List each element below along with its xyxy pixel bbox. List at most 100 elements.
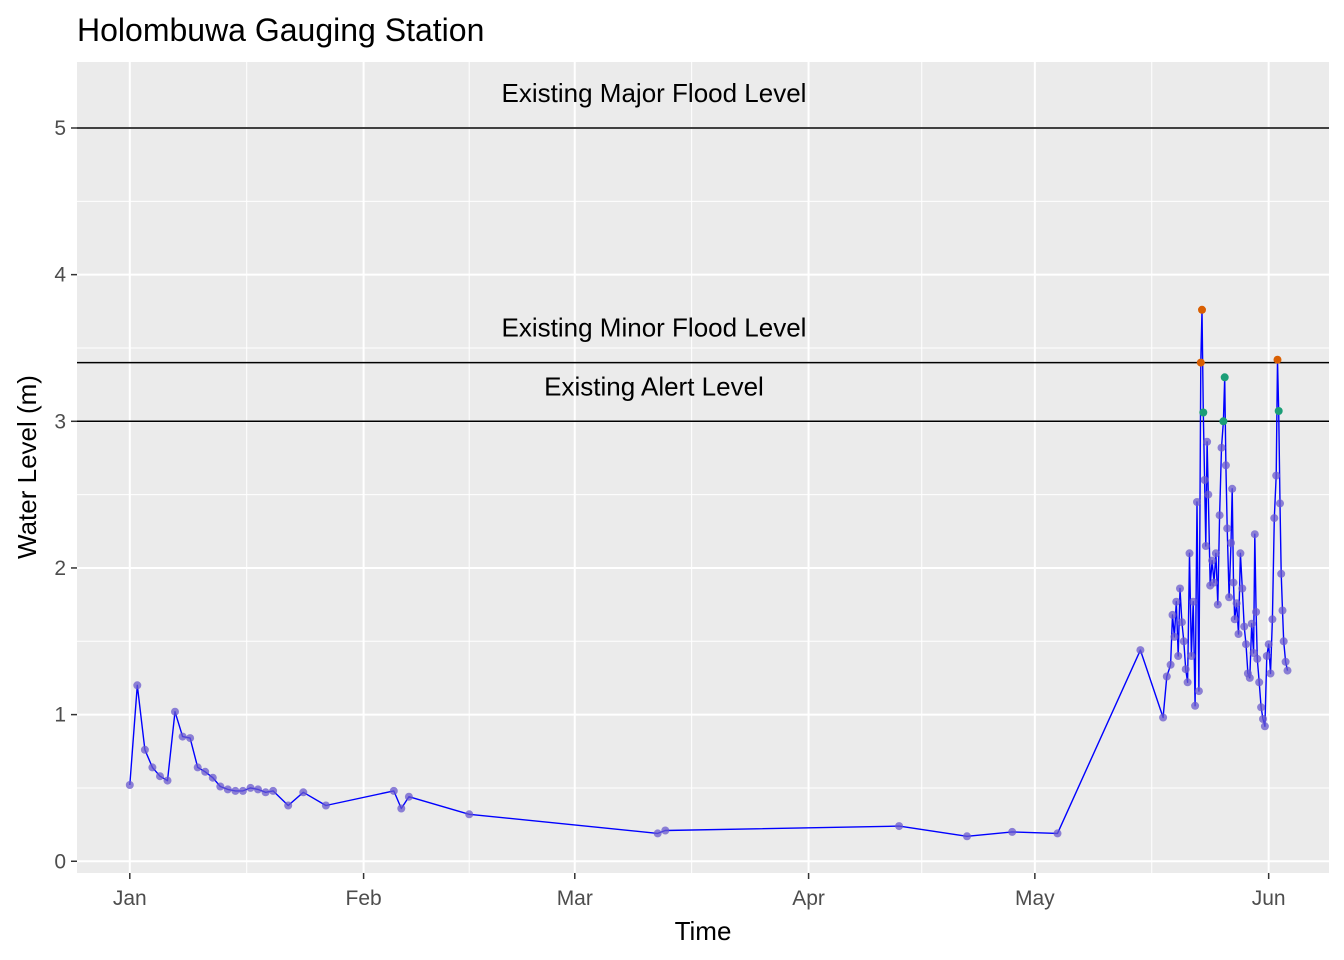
data-point	[1208, 556, 1217, 565]
data-point	[465, 810, 474, 819]
data-point	[397, 804, 406, 813]
data-point	[1229, 578, 1238, 587]
data-point	[140, 745, 149, 754]
data-point	[1179, 637, 1188, 646]
data-point	[254, 785, 262, 794]
data-point	[186, 734, 195, 743]
data-point	[1183, 678, 1192, 687]
data-point	[1268, 615, 1277, 624]
data-point	[1196, 358, 1205, 367]
data-point	[1266, 669, 1275, 678]
data-point	[125, 781, 134, 789]
data-point	[1193, 498, 1201, 506]
data-point	[1191, 701, 1200, 710]
data-point	[1213, 600, 1222, 609]
data-point	[1199, 408, 1208, 417]
data-point	[148, 763, 157, 772]
reference-line-label: Existing Alert Level	[544, 371, 764, 401]
data-point	[1250, 530, 1259, 539]
data-point	[1008, 827, 1017, 836]
data-point	[1238, 584, 1247, 593]
data-point	[1177, 618, 1186, 627]
y-tick-label: 2	[54, 557, 66, 580]
y-tick-label: 3	[54, 410, 66, 433]
data-point	[1262, 652, 1271, 660]
data-point	[163, 776, 172, 785]
data-point	[1219, 417, 1228, 426]
data-point	[1221, 461, 1230, 470]
data-point	[389, 786, 398, 795]
series-line	[129, 309, 1289, 837]
chart-title: Holombuwa Gauging Station	[77, 12, 484, 48]
x-tick-label: May	[1015, 887, 1055, 910]
data-point	[1274, 407, 1283, 415]
x-axis-title: Time	[675, 916, 732, 946]
data-point	[1170, 632, 1179, 641]
data-point	[261, 788, 270, 797]
data-point	[895, 822, 904, 831]
y-tick-label: 1	[54, 704, 66, 727]
data-point	[1220, 373, 1229, 382]
x-tick-label: Apr	[792, 887, 825, 910]
data-point	[1240, 622, 1249, 631]
data-point	[1260, 722, 1269, 731]
series-line-layer	[129, 309, 1289, 837]
data-point	[1198, 305, 1206, 314]
data-point	[1247, 619, 1256, 628]
data-point	[1278, 606, 1287, 615]
data-point	[1264, 640, 1273, 649]
data-point	[231, 786, 240, 795]
data-point	[223, 785, 232, 794]
data-point	[1232, 599, 1241, 608]
x-tick-label: Mar	[557, 887, 593, 910]
data-point	[1215, 511, 1224, 520]
data-point	[1276, 499, 1284, 508]
x-tick-label: Feb	[346, 887, 382, 910]
data-point	[1283, 666, 1292, 675]
data-point	[1172, 597, 1181, 606]
data-point	[653, 829, 662, 838]
data-point	[1204, 490, 1213, 499]
data-point	[1162, 672, 1171, 681]
minor-gridlines	[77, 62, 1329, 873]
data-point	[1174, 652, 1183, 660]
reference-line-label: Existing Major Flood Level	[502, 78, 807, 108]
y-tick-label: 0	[54, 850, 66, 873]
data-point	[1194, 687, 1203, 696]
data-point	[1252, 608, 1261, 616]
data-point	[1249, 649, 1258, 657]
y-axis-title: Water Level (m)	[12, 375, 42, 559]
data-point	[1159, 713, 1168, 722]
data-point	[1185, 549, 1194, 558]
x-axis: Jan Feb Mar Apr May Jun	[113, 873, 1286, 910]
data-point	[1257, 703, 1266, 712]
data-point	[661, 826, 670, 835]
data-point	[269, 786, 278, 795]
data-point	[1225, 593, 1234, 602]
data-point	[246, 783, 255, 792]
data-point	[1281, 657, 1290, 666]
x-tick-label: Jan	[113, 887, 147, 910]
data-point	[1211, 549, 1220, 558]
data-point	[1200, 476, 1209, 484]
data-point	[1136, 646, 1145, 655]
data-point	[208, 773, 217, 782]
data-point	[216, 782, 225, 791]
data-point	[201, 767, 210, 776]
data-point	[1223, 524, 1232, 533]
data-point	[284, 801, 293, 810]
data-point	[1176, 584, 1184, 593]
data-point	[1270, 514, 1279, 523]
data-point	[171, 707, 179, 716]
data-point	[1187, 652, 1196, 660]
data-point	[1053, 829, 1062, 838]
data-point	[404, 792, 413, 801]
data-point	[1279, 637, 1288, 646]
data-point	[1234, 630, 1243, 638]
y-tick-label: 5	[54, 117, 66, 140]
data-point	[299, 788, 308, 797]
data-point	[1203, 437, 1212, 446]
y-axis: 0 1 2 3 4 5	[54, 117, 77, 873]
data-point	[1272, 471, 1281, 480]
